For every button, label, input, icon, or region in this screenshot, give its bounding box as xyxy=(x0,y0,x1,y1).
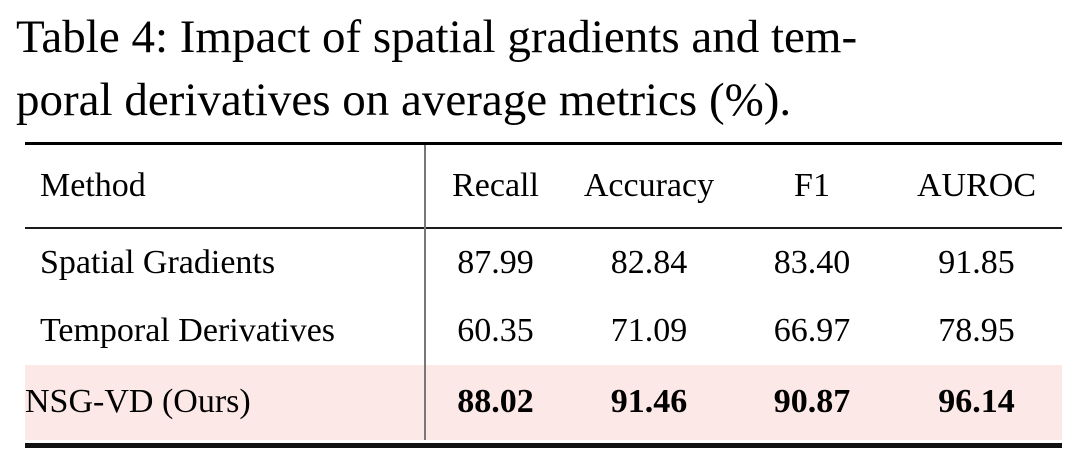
table-row-nsg-vd-ours-highlighted: NSG-VD (Ours) 88.02 91.46 90.87 96.14 xyxy=(25,365,1062,440)
caption-line-2: poral derivatives on average metrics (%)… xyxy=(16,74,792,126)
accuracy-value: 71.09 xyxy=(610,312,688,349)
header-row: Method Recall Accuracy F1 AUROC xyxy=(25,145,1062,228)
paper-table-figure: Table 4: Impact of spatial gradients and… xyxy=(0,6,1080,472)
f1-value: 66.97 xyxy=(773,312,851,349)
method-label: Temporal Derivatives xyxy=(25,297,426,365)
f1-value: 83.40 xyxy=(773,244,851,281)
auroc-value: 91.85 xyxy=(938,244,1015,281)
method-label: Spatial Gradients xyxy=(25,228,426,297)
table-row-spatial-gradients: Spatial Gradients 87.99 82.84 83.40 91.8… xyxy=(25,228,1062,297)
auroc-value: 96.14 xyxy=(938,383,1015,420)
col-header-recall: Recall xyxy=(452,167,539,204)
f1-value: 90.87 xyxy=(773,383,851,420)
recall-value: 88.02 xyxy=(457,383,534,420)
metrics-table: Method Recall Accuracy F1 AUROC Spatial … xyxy=(25,142,1062,448)
ablation-table: Method Recall Accuracy F1 AUROC Spatial … xyxy=(25,145,1062,440)
caption-line-1: Table 4: Impact of spatial gradients and… xyxy=(16,11,858,63)
col-header-method: Method xyxy=(25,145,426,228)
accuracy-value: 82.84 xyxy=(610,244,688,281)
accuracy-value: 91.46 xyxy=(610,383,688,420)
recall-value: 87.99 xyxy=(457,244,534,281)
table-caption: Table 4: Impact of spatial gradients and… xyxy=(16,6,1070,132)
method-label: NSG-VD (Ours) xyxy=(25,365,426,440)
col-header-f1: F1 xyxy=(794,167,830,204)
recall-value: 60.35 xyxy=(457,312,534,349)
auroc-value: 78.95 xyxy=(938,312,1015,349)
col-header-auroc: AUROC xyxy=(916,167,1037,204)
col-header-accuracy: Accuracy xyxy=(583,167,715,204)
table-row-temporal-derivatives: Temporal Derivatives 60.35 71.09 66.97 7… xyxy=(25,297,1062,365)
